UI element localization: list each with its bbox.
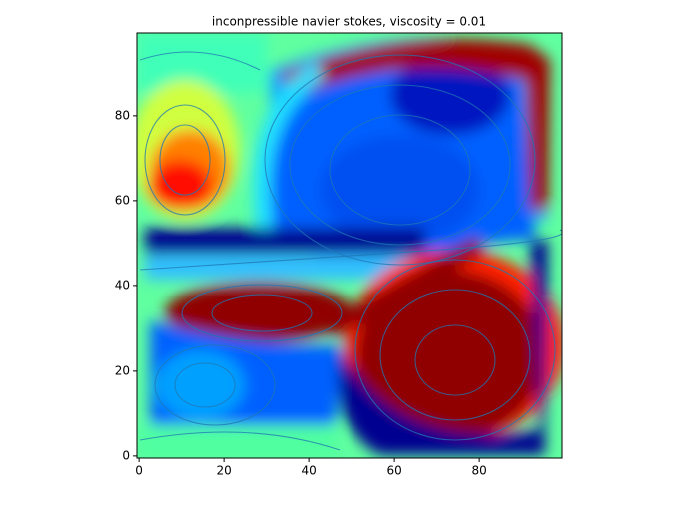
x-tick-label: 40 (301, 464, 316, 478)
x-tick-label: 60 (386, 464, 401, 478)
y-tick-label: 20 (115, 363, 130, 377)
y-tick-label: 0 (122, 448, 130, 462)
heatmap-image (137, 33, 562, 458)
x-tick-label: 0 (135, 464, 143, 478)
axes-frame (136, 32, 563, 459)
y-tick-label: 60 (115, 193, 130, 207)
y-tick-label: 80 (115, 108, 130, 122)
y-tick-label: 40 (115, 278, 130, 292)
x-tick-label: 80 (471, 464, 486, 478)
chart-title: inconpressible navier stokes, viscosity … (212, 15, 486, 29)
streamlines (139, 51, 562, 451)
x-tick-label: 20 (216, 464, 231, 478)
